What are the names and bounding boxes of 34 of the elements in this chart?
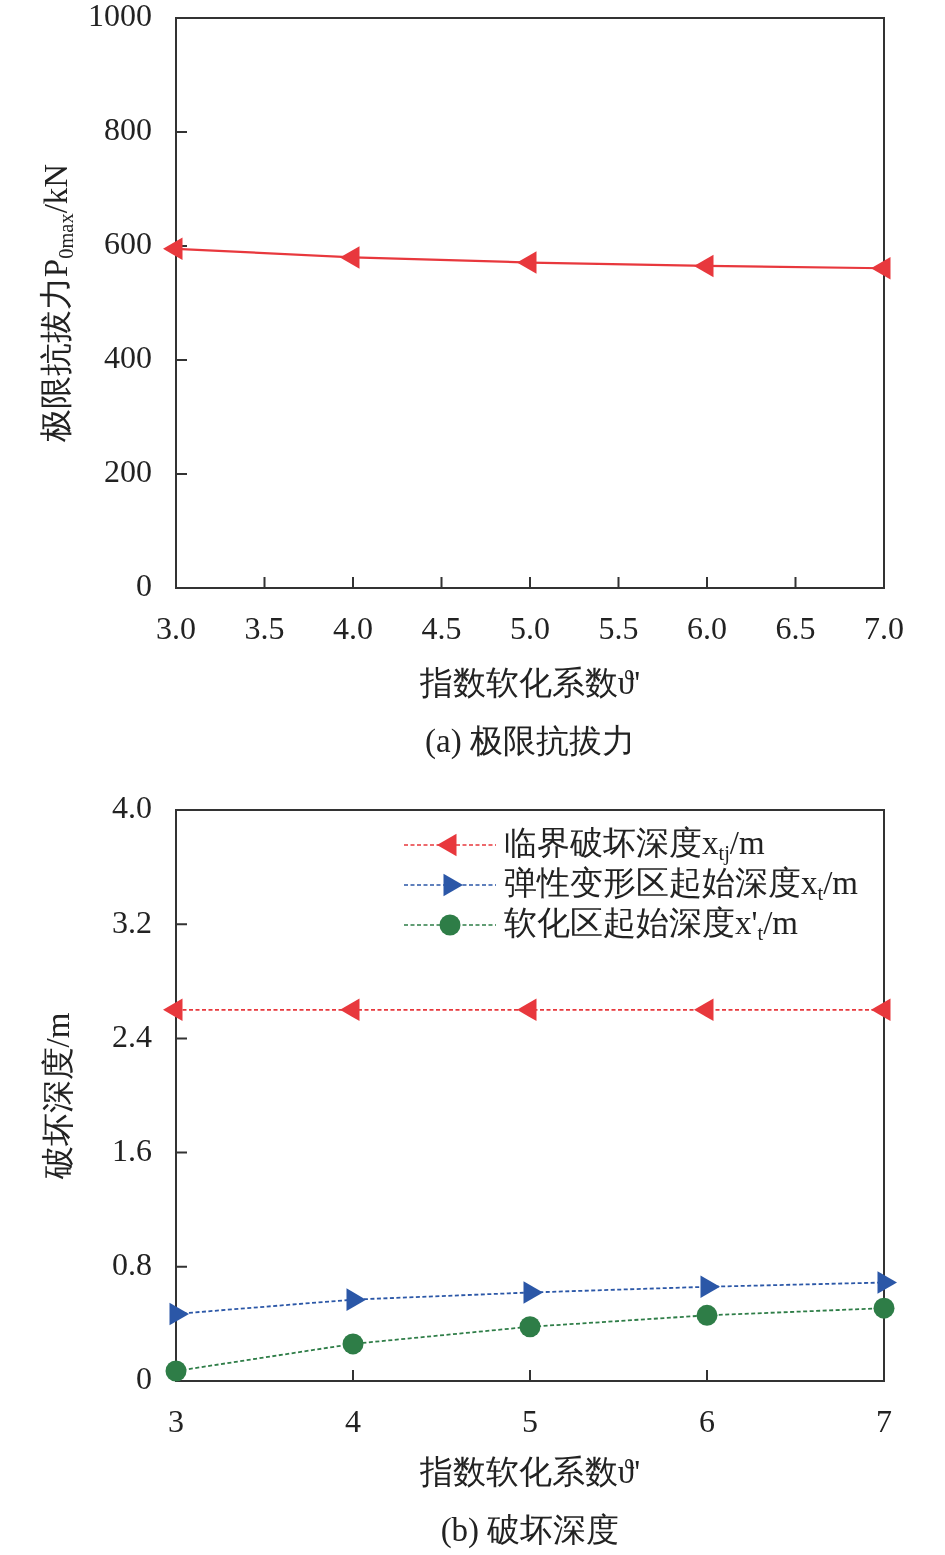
text: (a) 极限抗拔力 bbox=[425, 722, 635, 760]
legend-label: 软化区起始深度x'$_{t}$/m bbox=[504, 904, 798, 944]
y-tick-label: 2.4 bbox=[112, 1017, 152, 1054]
x-tick-label: 3.5 bbox=[244, 609, 285, 646]
legend-label: 临界破坏深度x$_{tj}$/m bbox=[504, 824, 765, 864]
y-tick-label: 0.8 bbox=[112, 1246, 152, 1283]
y-tick-label: 0 bbox=[136, 567, 152, 604]
y-tick-label: 200 bbox=[104, 453, 152, 490]
x-tick-label: 4 bbox=[345, 1402, 361, 1439]
x-axis-title: 指数软化系数ϑ' bbox=[419, 664, 641, 702]
x-tick-label: 3.0 bbox=[156, 609, 196, 646]
x-axis-title: 指数软化系数ϑ' bbox=[419, 1453, 641, 1491]
x-tick-label: 4.5 bbox=[421, 609, 462, 646]
x-tick-label: 6.0 bbox=[687, 609, 727, 646]
y-tick-label: 800 bbox=[104, 111, 152, 148]
y-tick-label: 0 bbox=[136, 1360, 152, 1397]
legend-label: 弹性变形区起始深度x$_{t}$/m bbox=[504, 864, 859, 904]
x-tick-label: 6 bbox=[699, 1402, 715, 1439]
x-tick-label: 7.0 bbox=[864, 609, 904, 646]
text: (b) 破坏深度 bbox=[440, 1511, 620, 1549]
x-tick-label: 4.0 bbox=[333, 609, 373, 646]
x-tick-label: 5 bbox=[522, 1402, 538, 1439]
x-tick-label: 5.0 bbox=[510, 609, 550, 646]
y-tick-label: 600 bbox=[104, 225, 152, 262]
x-tick-label: 3 bbox=[168, 1402, 184, 1439]
y-tick-label: 3.2 bbox=[112, 903, 152, 940]
x-tick-label: 7 bbox=[876, 1402, 892, 1439]
y-axis-title: 破坏深度/m bbox=[39, 1012, 77, 1179]
y-tick-label: 4.0 bbox=[112, 789, 152, 826]
y-tick-label: 1000 bbox=[88, 0, 152, 34]
y-tick-label: 1.6 bbox=[112, 1132, 152, 1169]
y-tick-label: 400 bbox=[104, 339, 152, 376]
x-tick-label: 5.5 bbox=[598, 609, 639, 646]
x-tick-label: 6.5 bbox=[775, 609, 816, 646]
